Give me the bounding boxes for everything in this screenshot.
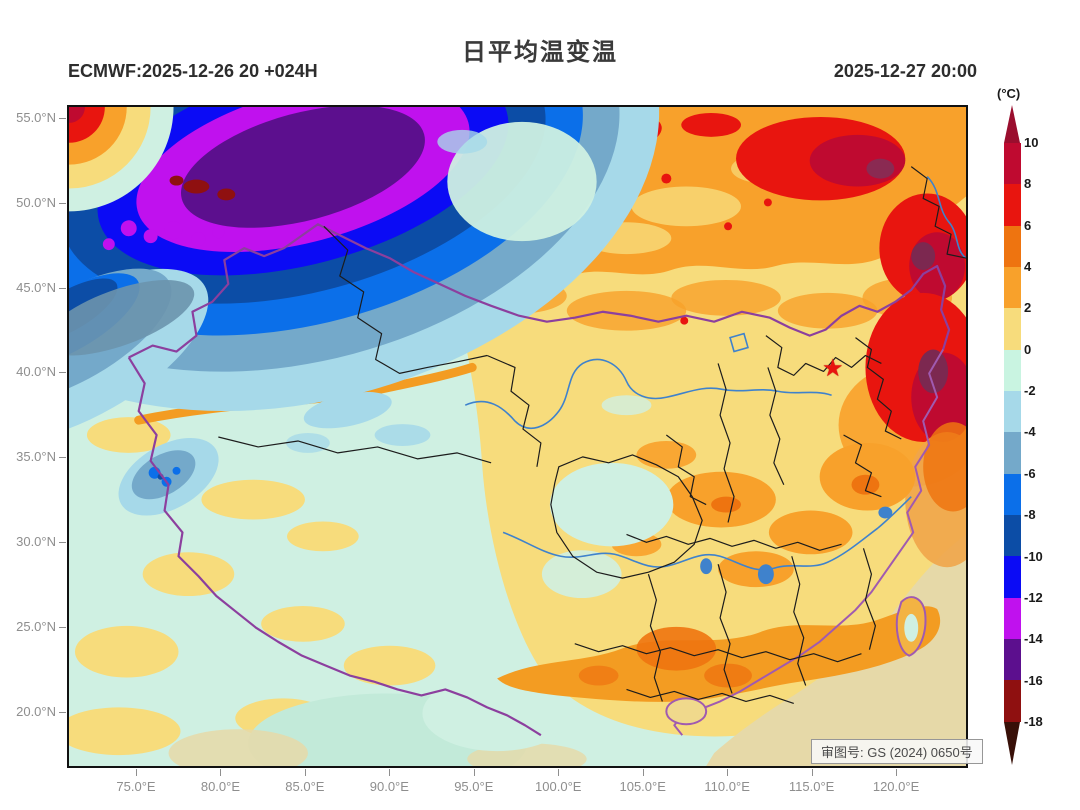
lon-tick-mark xyxy=(389,769,391,776)
map-canvas xyxy=(69,107,966,766)
colorbar-segment xyxy=(1004,680,1021,722)
lat-tick-label: 20.0°N xyxy=(16,703,56,719)
colorbar-segment xyxy=(1004,556,1021,598)
colorbar-arrow-above-max xyxy=(1004,105,1020,143)
lon-tick-mark xyxy=(896,769,898,776)
lat-tick-label: 45.0°N xyxy=(16,279,56,295)
lat-tick-mark xyxy=(59,287,66,289)
colorbar-tick-label: -14 xyxy=(1024,631,1043,647)
valid-time-label: 2025-12-27 20:00 xyxy=(833,61,977,81)
lon-tick-label: 120.0°E xyxy=(872,779,920,794)
colorbar-segment xyxy=(1004,308,1021,350)
colorbar-tick-label: 10 xyxy=(1024,135,1039,150)
lon-tick-label: 85.0°E xyxy=(285,779,325,794)
colorbar-tick-label: 6 xyxy=(1024,217,1032,233)
colorbar-tick-label: -2 xyxy=(1024,383,1036,399)
colorbar-tick-label: 0 xyxy=(1024,341,1032,357)
beijing-star-marker: ★ xyxy=(822,355,844,382)
colorbar-tick-label: 8 xyxy=(1024,176,1032,192)
colorbar-segment xyxy=(1004,391,1021,433)
colorbar-segment xyxy=(1004,515,1021,557)
lat-tick-label: 40.0°N xyxy=(16,364,56,380)
coastline xyxy=(665,349,944,736)
warm-corner-arc xyxy=(69,107,174,212)
colorbar-tick-label: -12 xyxy=(1024,589,1043,605)
colorbar-tick-label: -6 xyxy=(1024,465,1036,481)
lon-tick-label: 90.0°E xyxy=(369,779,409,794)
map-approval-stamp: 审图号: GS (2024) 0650号 xyxy=(811,739,983,764)
model-run-label: ECMWF:2025-12-26 20 +024H xyxy=(68,61,318,81)
temperature-field-layer xyxy=(69,107,966,766)
colorbar-unit-label: (°C) xyxy=(997,86,1021,101)
lon-tick-label: 100.0°E xyxy=(535,779,582,794)
map-frame: ★ 审图号: GS (2024) 0650号 xyxy=(67,105,983,768)
lat-tick-label: 35.0°N xyxy=(16,449,56,465)
colorbar xyxy=(1004,105,1021,765)
page-title: 日平均温变温 xyxy=(462,39,618,66)
lon-tick-mark xyxy=(220,769,222,776)
colorbar-tick-label: -16 xyxy=(1024,672,1043,688)
lat-tick-label: 55.0°N xyxy=(16,110,56,125)
colorbar-segment xyxy=(1004,432,1021,474)
lon-tick-mark xyxy=(473,769,475,776)
rivers-layer xyxy=(464,176,966,585)
colorbar-tick-label: 2 xyxy=(1024,300,1032,316)
lon-tick-mark xyxy=(811,769,813,776)
lat-tick-mark xyxy=(59,372,66,374)
colorbar-arrow-below-min xyxy=(1004,721,1020,765)
lon-tick-label: 115.0°E xyxy=(788,779,835,794)
colorbar-tick-label: -8 xyxy=(1024,507,1036,523)
lon-tick-mark xyxy=(558,769,560,776)
lat-tick-mark xyxy=(59,457,66,459)
colorbar-tick-label: -4 xyxy=(1024,424,1036,440)
colorbar-segment xyxy=(1004,597,1021,640)
lat-tick-mark xyxy=(59,542,66,543)
lon-tick-label: 105.0°E xyxy=(619,779,666,794)
country-border-line xyxy=(127,223,951,737)
colorbar-tick-label: -18 xyxy=(1024,713,1043,729)
lat-tick-mark xyxy=(59,626,66,628)
colorbar-segment xyxy=(1004,639,1021,681)
colorbar-tick-label: 4 xyxy=(1024,259,1032,275)
lon-tick-label: 95.0°E xyxy=(454,779,494,794)
lon-tick-label: 80.0°E xyxy=(200,779,241,794)
colorbar-segment xyxy=(1004,225,1021,268)
lat-tick-label: 25.0°N xyxy=(16,618,56,634)
colorbar-segment xyxy=(1004,349,1021,392)
lon-tick-mark xyxy=(136,769,137,776)
lon-tick-label: 75.0°E xyxy=(116,779,156,794)
lat-tick-label: 50.0°N xyxy=(16,194,56,210)
colorbar-segment xyxy=(1004,267,1021,309)
colorbar-segment xyxy=(1004,143,1021,185)
colorbar-tick-label: -10 xyxy=(1024,548,1043,564)
nw-cold-system xyxy=(69,107,660,443)
colorbar-segment xyxy=(1004,473,1021,516)
lat-tick-label: 30.0°N xyxy=(16,534,56,549)
province-borders-layer xyxy=(218,166,966,704)
lon-tick-label: 110.0°E xyxy=(704,779,750,794)
sea-area xyxy=(706,534,966,766)
lon-tick-mark xyxy=(304,769,306,776)
lat-tick-mark xyxy=(59,711,66,713)
lon-tick-mark xyxy=(727,769,729,776)
lon-tick-mark xyxy=(642,769,644,776)
colorbar-segment xyxy=(1004,184,1021,226)
lat-tick-mark xyxy=(59,202,66,204)
lat-tick-mark xyxy=(59,118,66,119)
hainan-island xyxy=(665,697,708,726)
